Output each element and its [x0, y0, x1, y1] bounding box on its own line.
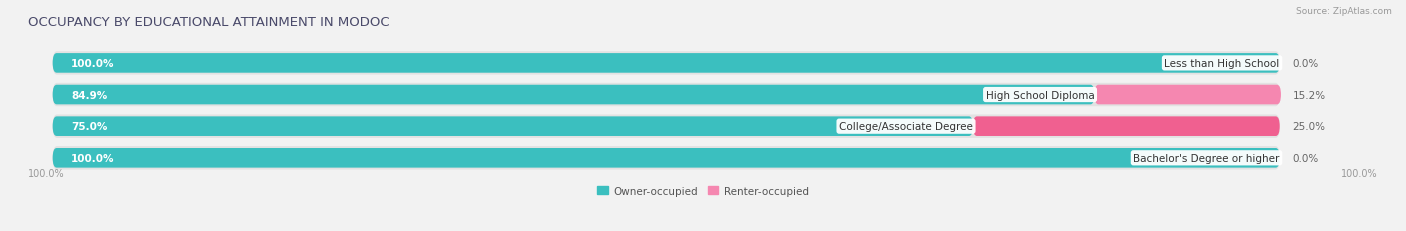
- Text: Bachelor's Degree or higher: Bachelor's Degree or higher: [1133, 153, 1279, 163]
- Text: 100.0%: 100.0%: [28, 169, 65, 179]
- FancyBboxPatch shape: [52, 83, 1279, 107]
- FancyBboxPatch shape: [52, 115, 1279, 138]
- Text: 84.9%: 84.9%: [72, 90, 107, 100]
- Text: 100.0%: 100.0%: [72, 153, 114, 163]
- Text: High School Diploma: High School Diploma: [986, 90, 1094, 100]
- Text: 100.0%: 100.0%: [72, 59, 114, 69]
- Text: Source: ZipAtlas.com: Source: ZipAtlas.com: [1296, 7, 1392, 16]
- Legend: Owner-occupied, Renter-occupied: Owner-occupied, Renter-occupied: [593, 182, 813, 200]
- FancyBboxPatch shape: [52, 85, 1094, 105]
- Text: 15.2%: 15.2%: [1294, 90, 1326, 100]
- FancyBboxPatch shape: [52, 146, 1279, 170]
- Text: 25.0%: 25.0%: [1292, 122, 1324, 132]
- Text: 0.0%: 0.0%: [1292, 153, 1319, 163]
- FancyBboxPatch shape: [52, 54, 1279, 73]
- FancyBboxPatch shape: [52, 117, 973, 136]
- FancyBboxPatch shape: [52, 52, 1279, 75]
- FancyBboxPatch shape: [1094, 85, 1281, 105]
- Text: 75.0%: 75.0%: [72, 122, 107, 132]
- Text: 0.0%: 0.0%: [1292, 59, 1319, 69]
- Text: OCCUPANCY BY EDUCATIONAL ATTAINMENT IN MODOC: OCCUPANCY BY EDUCATIONAL ATTAINMENT IN M…: [28, 16, 389, 29]
- Text: Less than High School: Less than High School: [1164, 59, 1279, 69]
- FancyBboxPatch shape: [973, 117, 1279, 136]
- Text: 100.0%: 100.0%: [1341, 169, 1378, 179]
- FancyBboxPatch shape: [52, 148, 1279, 168]
- Text: College/Associate Degree: College/Associate Degree: [839, 122, 973, 132]
